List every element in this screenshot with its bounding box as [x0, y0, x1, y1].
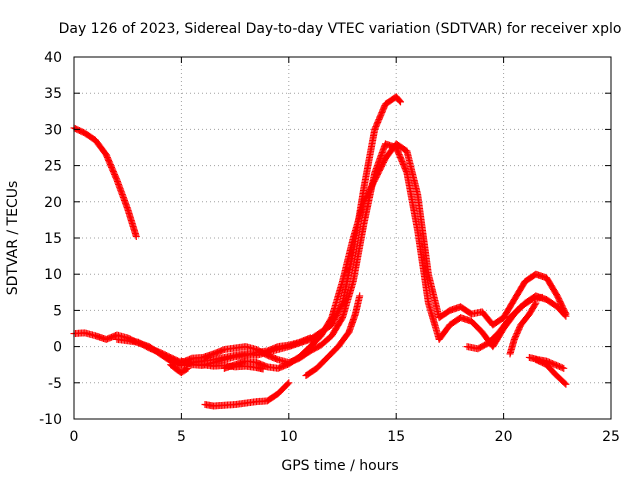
- x-tick-label: 25: [602, 429, 620, 445]
- series-bottom-track: [201, 379, 293, 410]
- x-tick-label: 15: [387, 429, 405, 445]
- data-point: [306, 334, 314, 342]
- data-point: [285, 379, 293, 387]
- series-late-track-2: [506, 299, 540, 358]
- x-tick-label: 10: [280, 429, 298, 445]
- y-tick-label: 20: [44, 195, 62, 211]
- y-tick-label: 30: [44, 122, 62, 138]
- y-axis-ticks: -10 -5 0 5 10 15 20 25 30 35 40: [39, 50, 611, 428]
- data-point: [558, 364, 566, 372]
- data-point: [184, 364, 192, 372]
- grid-lines: [74, 57, 611, 419]
- y-tick-label: 25: [44, 159, 62, 175]
- data-marks: [70, 93, 570, 410]
- x-axis-ticks: 0 5 10 15 20 25: [70, 57, 620, 445]
- data-point: [532, 299, 540, 307]
- data-point: [183, 365, 191, 373]
- series-late-track-1: [463, 293, 546, 353]
- y-tick-label: 40: [44, 50, 62, 66]
- x-tick-label: 20: [495, 429, 513, 445]
- y-tick-label: 5: [53, 303, 62, 319]
- x-axis-label: GPS time / hours: [281, 458, 398, 474]
- series-late-track-4: [532, 356, 570, 388]
- y-tick-label: 0: [53, 340, 62, 356]
- data-point: [560, 364, 568, 372]
- y-tick-label: 10: [44, 267, 62, 283]
- data-point: [132, 233, 140, 241]
- y-tick-label: -5: [48, 376, 62, 392]
- data-point: [538, 293, 546, 301]
- x-tick-label: 5: [177, 429, 186, 445]
- data-point: [561, 379, 569, 387]
- data-point: [396, 97, 404, 105]
- y-axis-label: SDTVAR / TECUs: [5, 181, 21, 296]
- series-main-low-track-c: [220, 140, 570, 372]
- y-tick-label: -10: [39, 412, 62, 428]
- series-early-high-track: [70, 124, 140, 241]
- chart-title: Day 126 of 2023, Sidereal Day-to-day VTE…: [59, 21, 622, 37]
- series-rising-track-2: [302, 292, 364, 380]
- y-tick-label: 15: [44, 231, 62, 247]
- x-tick-label: 0: [70, 429, 79, 445]
- series-main-low-track-a: [70, 93, 404, 369]
- data-point: [562, 380, 570, 388]
- series-short-track-2: [199, 361, 267, 373]
- data-point: [531, 301, 539, 309]
- y-tick-label: 35: [44, 86, 62, 102]
- data-point: [284, 380, 292, 388]
- data-point: [356, 292, 364, 300]
- data-point: [259, 365, 267, 373]
- series-short-track-1: [167, 361, 192, 377]
- data-point: [561, 309, 569, 317]
- data-point: [396, 98, 404, 106]
- data-point: [562, 310, 570, 318]
